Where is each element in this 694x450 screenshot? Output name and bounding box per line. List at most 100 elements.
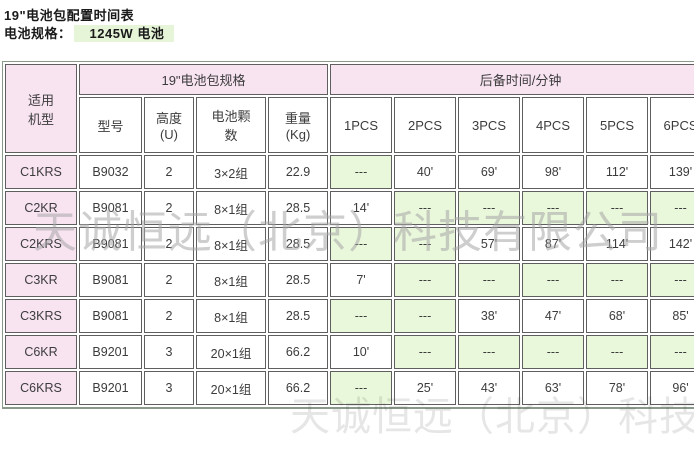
table-row: C2KRS B9081 2 8×1组 28.5 --- --- 57' 87' 114' 142': [5, 227, 694, 261]
backup-time-cell: 98': [522, 155, 585, 189]
battery-spec-value: 1245W 电池: [73, 25, 175, 42]
table-row: C6KRS B9201 3 20×1组 66.2 --- 25' 43' 63' 78' 96': [5, 371, 694, 405]
cell-count-cell: 20×1组: [196, 335, 266, 369]
backup-time-cell: ---: [330, 155, 393, 189]
column-header-3pcs: 3PCS: [458, 97, 521, 153]
backup-time-cell: ---: [394, 191, 457, 225]
battery-config-table: 适用 机型 19"电池包规格 后备时间/分钟 型号 高度 (U) 电池颗数重量 (Kg) 1…: [2, 61, 694, 409]
height-cell: 2: [144, 299, 194, 333]
battery-spec-line: 电池规格： 1245W 电池: [4, 23, 175, 42]
weight-cell: 66.2: [268, 371, 329, 405]
backup-time-cell: ---: [458, 191, 521, 225]
backup-time-cell: ---: [522, 263, 585, 297]
backup-time-cell: ---: [330, 371, 393, 405]
column-header-4pcs: 4PCS: [522, 97, 585, 153]
backup-time-cell: 25': [394, 371, 457, 405]
backup-time-cell: ---: [522, 191, 585, 225]
model-cell: C6KRS: [5, 371, 77, 405]
table-group-header-row: 适用 机型 19"电池包规格 后备时间/分钟: [5, 64, 694, 153]
part-no-cell: B9081: [79, 227, 142, 261]
backup-time-cell: ---: [458, 335, 521, 369]
backup-time-cell: 85': [650, 299, 694, 333]
backup-time-cell: ---: [522, 335, 585, 369]
backup-time-cell: 68': [586, 299, 649, 333]
column-header-applicable-model: 适用 机型: [5, 64, 77, 153]
column-header-model-no: 型号: [79, 97, 142, 153]
backup-time-cell: ---: [650, 191, 694, 225]
table-row: C3KR B9081 2 8×1组 28.5 7' --- --- --- --- ---: [5, 263, 694, 297]
page-title: 19"电池包配置时间表: [4, 8, 135, 23]
model-cell: C2KR: [5, 191, 77, 225]
weight-cell: 66.2: [268, 335, 329, 369]
height-cell: 2: [144, 155, 194, 189]
height-cell: 2: [144, 191, 194, 225]
backup-time-cell: 139': [650, 155, 694, 189]
column-header-2pcs: 2PCS: [394, 97, 457, 153]
cell-count-cell: 20×1组: [196, 371, 266, 405]
part-no-cell: B9081: [79, 299, 142, 333]
model-cell: C6KR: [5, 335, 77, 369]
part-no-cell: B9081: [79, 191, 142, 225]
table-row: C1KRS B9032 2 3×2组 22.9 --- 40' 69' 98' 112' 139': [5, 155, 694, 189]
backup-time-cell: ---: [330, 299, 393, 333]
height-cell: 2: [144, 227, 194, 261]
height-cell: 2: [144, 263, 194, 297]
backup-time-cell: 14': [330, 191, 393, 225]
backup-time-cell: 40': [394, 155, 457, 189]
cell-count-cell: 8×1组: [196, 299, 266, 333]
group-header-backup-time: 后备时间/分钟: [330, 64, 694, 95]
backup-time-cell: 10': [330, 335, 393, 369]
backup-time-cell: ---: [394, 335, 457, 369]
backup-time-cell: 63': [522, 371, 585, 405]
model-cell: C1KRS: [5, 155, 77, 189]
backup-time-cell: 38': [458, 299, 521, 333]
table-body: C1KRS B9032 2 3×2组 22.9 --- 40' 69' 98' 112' 139' C…: [5, 155, 694, 405]
part-no-cell: B9081: [79, 263, 142, 297]
backup-time-cell: ---: [586, 263, 649, 297]
column-header-weight-kg: 重量 (Kg): [268, 97, 329, 153]
backup-time-cell: 142': [650, 227, 694, 261]
backup-time-cell: 78': [586, 371, 649, 405]
part-no-cell: B9201: [79, 335, 142, 369]
backup-time-cell: ---: [394, 299, 457, 333]
backup-time-cell: ---: [650, 335, 694, 369]
cell-count-cell: 3×2组: [196, 155, 266, 189]
model-cell: C3KRS: [5, 299, 77, 333]
battery-spec-label: 电池规格：: [4, 26, 72, 41]
cell-count-cell: 8×1组: [196, 191, 266, 225]
weight-cell: 28.5: [268, 191, 329, 225]
group-header-battery-pack-spec: 19"电池包规格: [79, 64, 329, 95]
backup-time-cell: 112': [586, 155, 649, 189]
column-header-1pcs: 1PCS: [330, 97, 393, 153]
backup-time-cell: ---: [650, 263, 694, 297]
column-header-6pcs: 6PCS: [650, 97, 694, 153]
table-row: C2KR B9081 2 8×1组 28.5 14' --- --- --- --- ---: [5, 191, 694, 225]
backup-time-cell: 69': [458, 155, 521, 189]
height-cell: 3: [144, 335, 194, 369]
backup-time-cell: 47': [522, 299, 585, 333]
table-subheader-row: 型号 高度 (U) 电池颗数重量 (Kg) 1PCS 2PCS 3PCS 4PCS 5PCS 6PC…: [5, 97, 694, 153]
weight-cell: 28.5: [268, 263, 329, 297]
backup-time-cell: 87': [522, 227, 585, 261]
column-header-cell-count: 电池颗数: [196, 97, 266, 153]
part-no-cell: B9032: [79, 155, 142, 189]
weight-cell: 22.9: [268, 155, 329, 189]
backup-time-cell: ---: [586, 191, 649, 225]
model-cell: C3KR: [5, 263, 77, 297]
weight-cell: 28.5: [268, 227, 329, 261]
backup-time-cell: ---: [586, 335, 649, 369]
column-header-5pcs: 5PCS: [586, 97, 649, 153]
backup-time-cell: 43': [458, 371, 521, 405]
backup-time-cell: ---: [330, 227, 393, 261]
weight-cell: 28.5: [268, 299, 329, 333]
column-header-height-u: 高度 (U): [144, 97, 194, 153]
backup-time-cell: ---: [394, 263, 457, 297]
part-no-cell: B9201: [79, 371, 142, 405]
backup-time-cell: ---: [394, 227, 457, 261]
table-row: C3KRS B9081 2 8×1组 28.5 --- --- 38' 47' 68' 85': [5, 299, 694, 333]
backup-time-cell: 114': [586, 227, 649, 261]
table-row: C6KR B9201 3 20×1组 66.2 10' --- --- --- --- ---: [5, 335, 694, 369]
backup-time-cell: ---: [458, 263, 521, 297]
backup-time-cell: 57': [458, 227, 521, 261]
